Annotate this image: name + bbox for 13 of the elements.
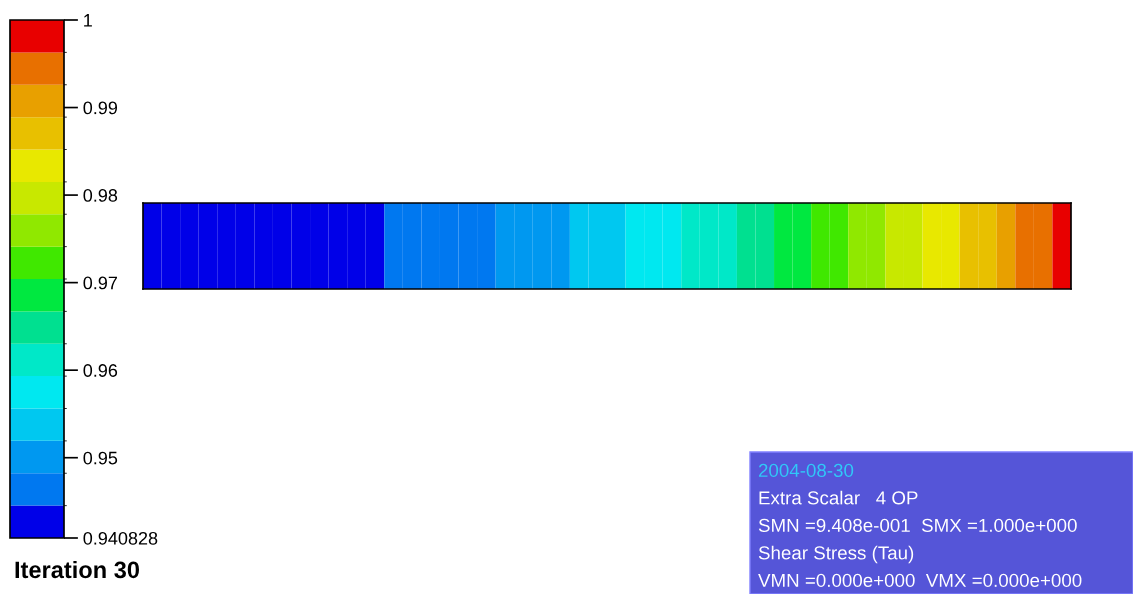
text: VMN =0.000e+000 VMX =0.000e+000 (758, 573, 1082, 588)
text: Extra Scalar 4 OP (759, 490, 918, 505)
text: Iteration 30 (15, 560, 139, 579)
color-bar-label: 1 (84, 14, 92, 27)
text: Shear Stress (Tau) (758, 545, 914, 564)
color-bar-label: 0.99 (83, 101, 118, 115)
color-bar-label: 0.98 (83, 189, 118, 202)
color-bar-label: 0.95 (83, 451, 118, 465)
color-bar-label: 0.96 (83, 364, 118, 377)
color-bar-label: 0.97 (83, 276, 117, 290)
color-bar-label: 0.940828 (83, 531, 158, 545)
text: SMN =9.408e-001 SMX =1.000e+000 (758, 518, 1077, 533)
text: 2004-08-30 (758, 463, 854, 478)
